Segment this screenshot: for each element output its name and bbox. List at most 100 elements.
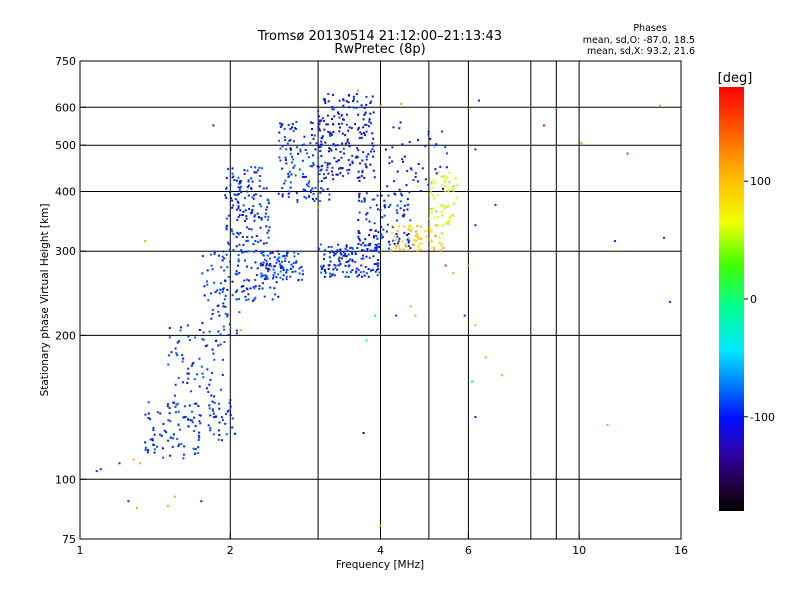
cluster-6-point (277, 273, 280, 276)
cluster-10-point (368, 220, 371, 223)
data-point-10 (144, 240, 147, 243)
cluster-8-point (348, 106, 351, 109)
cluster-6-point (272, 275, 275, 278)
cluster-8-point (317, 165, 320, 168)
cluster-12-point (444, 222, 447, 225)
cluster-7-point (314, 148, 317, 151)
cluster-6-point (280, 267, 282, 270)
cluster-6-point (286, 250, 289, 253)
cluster-12-point (428, 217, 431, 220)
cluster-4-point (244, 209, 247, 212)
cluster-7-point (287, 196, 290, 198)
cluster-0-point (197, 439, 200, 441)
cluster-8-point (362, 118, 365, 121)
cluster-9-point (362, 270, 365, 273)
cluster-4-point (254, 193, 257, 196)
data-point-41 (379, 104, 382, 107)
cluster-4-point (228, 243, 231, 246)
cluster-13-point (417, 162, 420, 165)
cluster-11-point (428, 238, 431, 241)
y-tick-label-4: 400 (55, 185, 76, 198)
cluster-3-point (217, 310, 220, 313)
cluster-6-point (265, 264, 268, 267)
cluster-7-point (325, 123, 328, 126)
cluster-0-point (192, 447, 195, 450)
cluster-11-point (416, 235, 419, 238)
cluster-7-point (304, 189, 307, 192)
cluster-8-point (317, 110, 320, 113)
cluster-10-point (358, 232, 361, 235)
cluster-5-point (261, 282, 264, 285)
cluster-8-point (320, 180, 323, 183)
cluster-10-point (366, 212, 369, 215)
cluster-8-point (328, 162, 331, 165)
cluster-10-point (409, 247, 412, 250)
cluster-9-point (376, 262, 379, 265)
cluster-8-point (365, 95, 368, 98)
cluster-0-point (183, 405, 186, 408)
cluster-8-point (332, 130, 335, 133)
cluster-11-point (418, 242, 421, 245)
cluster-0-point (194, 425, 197, 428)
chart-title: Tromsø 20130514 21:12:00–21:13:43 (257, 29, 502, 44)
data-point-31 (580, 142, 583, 145)
cluster-10-point (389, 203, 392, 206)
cluster-7-point (296, 146, 299, 149)
cluster-10-point (373, 198, 376, 201)
cluster-9-point (355, 267, 358, 270)
cluster-8-point (373, 176, 376, 179)
cluster-3-point (224, 294, 227, 297)
cluster-5-point (271, 251, 274, 254)
cluster-6-point (261, 263, 264, 266)
cluster-7-point (325, 169, 328, 172)
cluster-5-point (277, 295, 280, 298)
cluster-4-point (240, 249, 243, 252)
cluster-10-point (388, 240, 390, 243)
cluster-11-point (440, 244, 443, 247)
cluster-0-point (177, 445, 180, 448)
cluster-7-point (292, 158, 295, 161)
cluster-4-point (254, 240, 257, 242)
cluster-8-point (368, 120, 371, 123)
cluster-7-point (311, 128, 313, 130)
data-point-16 (414, 314, 417, 317)
cluster-10-point (377, 243, 380, 246)
cluster-7-point (295, 120, 298, 123)
cluster-8-point (324, 100, 327, 103)
cluster-13-point (406, 170, 409, 173)
cluster-11-point (416, 233, 419, 236)
cluster-10-point (379, 209, 382, 211)
cluster-11-point (394, 245, 397, 248)
cluster-11-point (407, 236, 410, 239)
cluster-1-point (182, 381, 184, 384)
cluster-7-point (281, 187, 284, 189)
cluster-4-point (236, 193, 239, 196)
cluster-11-point (402, 248, 405, 251)
data-point-24 (474, 416, 477, 418)
cluster-9-point (339, 251, 342, 254)
cluster-2-point (212, 416, 215, 419)
cluster-4-point (230, 197, 233, 200)
cluster-7-point (294, 174, 297, 177)
data-point-3 (132, 458, 135, 461)
cluster-2-point (207, 424, 210, 427)
cluster-8-point (332, 143, 335, 145)
cluster-2-point (231, 426, 234, 429)
cluster-12-point (450, 189, 453, 191)
cluster-1-point (188, 404, 191, 407)
cluster-5-point (262, 250, 265, 253)
cluster-10-point (383, 206, 386, 209)
cluster-3-point (202, 331, 205, 334)
cluster-9-point (318, 247, 321, 250)
colorbar-ticks: 100 0 -100 (744, 175, 775, 424)
cluster-5-point (253, 298, 256, 301)
cluster-4-point (245, 215, 248, 218)
cluster-9-point (356, 275, 359, 278)
cluster-6-point (297, 278, 300, 281)
cluster-4-point (256, 212, 259, 215)
cluster-6-point (286, 252, 288, 255)
cluster-6-point (297, 252, 300, 255)
cluster-7-point (278, 139, 281, 142)
cluster-7-point (294, 126, 296, 129)
cluster-5-point (243, 279, 246, 282)
